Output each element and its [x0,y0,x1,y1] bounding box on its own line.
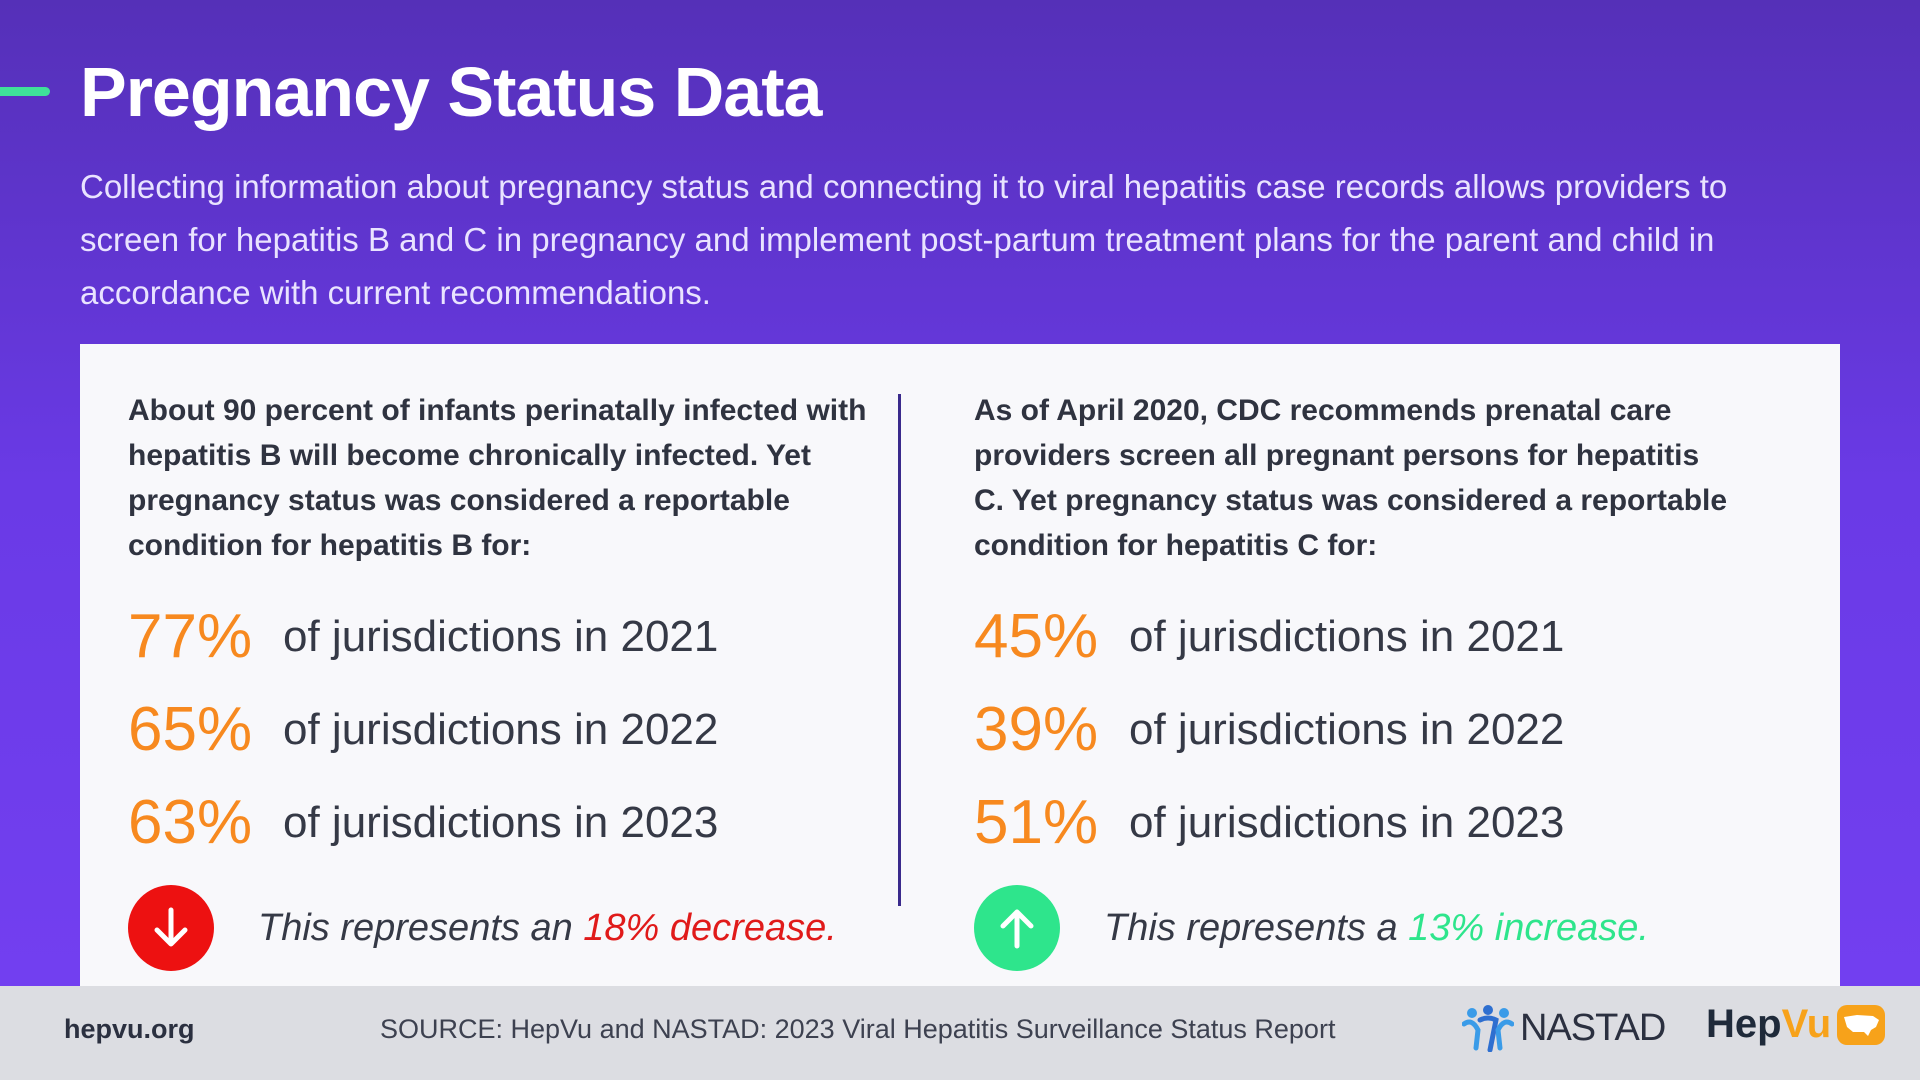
decrease-prefix: This represents an [258,906,573,949]
stat-label: of jurisdictions in 2021 [1129,611,1565,661]
nastad-logo: NASTAD [1462,1004,1666,1052]
stat-label: of jurisdictions in 2022 [283,704,719,754]
us-map-icon [1837,1004,1886,1045]
decrease-summary: This represents an 18% decrease. [128,883,888,973]
increase-text: This represents a 13% increase. [1104,907,1649,950]
hepvu-vu: Vu [1781,1002,1832,1046]
decrease-highlight: 18% decrease. [583,906,837,949]
hepatitis-c-stats: 45% of jurisdictions in 2021 39% of juri… [974,590,1734,869]
increase-highlight: 13% increase. [1408,906,1649,949]
stat-label: of jurisdictions in 2023 [283,797,719,847]
source-citation: SOURCE: HepVu and NASTAD: 2023 Viral Hep… [380,1014,1336,1044]
increase-prefix: This represents a [1104,906,1398,949]
stat-value: 39% [974,694,1099,764]
people-icon [1462,1005,1514,1052]
stat-label: of jurisdictions in 2022 [1129,704,1565,754]
stat-value: 45% [974,601,1099,671]
hepatitis-b-lead: About 90 percent of infants perinatally … [128,394,867,562]
content-card: About 90 percent of infants perinatally … [80,344,1840,986]
nastad-wordmark: NASTAD [1520,1006,1666,1049]
stat-label: of jurisdictions in 2023 [1129,797,1565,847]
hepatitis-c-column: As of April 2020, CDC recommends prenata… [974,388,1734,973]
hepvu-hep: Hep [1706,1002,1782,1046]
stat-row: 39% of jurisdictions in 2022 [974,683,1734,776]
site-link[interactable]: hepvu.org [64,1014,195,1044]
increase-summary: This represents a 13% increase. [974,883,1734,973]
footer: hepvu.org SOURCE: HepVu and NASTAD: 2023… [0,986,1920,1080]
accent-bar [0,87,50,96]
column-divider [898,394,901,906]
stat-row: 77% of jurisdictions in 2021 [128,590,888,683]
stat-value: 51% [974,787,1099,857]
intro-text: Collecting information about pregnancy s… [80,168,1728,311]
decrease-text: This represents an 18% decrease. [258,907,837,950]
stat-row: 63% of jurisdictions in 2023 [128,776,888,869]
arrow-down-icon [128,885,214,971]
arrow-up-icon [974,885,1060,971]
hepatitis-b-column: About 90 percent of infants perinatally … [128,388,888,973]
stat-value: 63% [128,787,253,857]
page-title: Pregnancy Status Data [80,53,822,131]
stat-value: 77% [128,601,253,671]
hepvu-logo: Hep Vu [1706,1002,1887,1047]
stat-row: 45% of jurisdictions in 2021 [974,590,1734,683]
hepatitis-b-stats: 77% of jurisdictions in 2021 65% of juri… [128,590,888,869]
stat-label: of jurisdictions in 2021 [283,611,719,661]
hepatitis-c-lead: As of April 2020, CDC recommends prenata… [974,394,1728,562]
stat-row: 65% of jurisdictions in 2022 [128,683,888,776]
stat-value: 65% [128,694,253,764]
stat-row: 51% of jurisdictions in 2023 [974,776,1734,869]
